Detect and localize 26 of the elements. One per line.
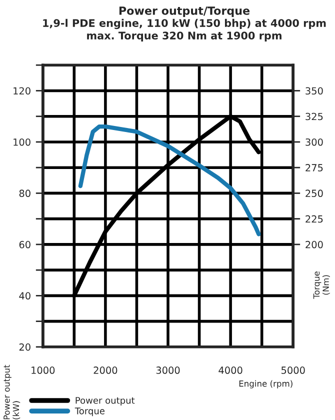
y-tick-label: 20 — [19, 343, 30, 351]
y-axis-title: Power output (kW) — [4, 364, 20, 420]
y2-tick-label: 225 — [306, 215, 323, 223]
legend-label: Torque — [74, 408, 104, 416]
y-tick-label: 100 — [14, 138, 30, 146]
legend-label: Power output — [76, 397, 135, 406]
y2-tick-label: 325 — [306, 112, 323, 120]
y-tick-label: 120 — [14, 87, 30, 95]
y-tick-label: 40 — [19, 292, 30, 300]
y-tick-label: 80 — [19, 190, 30, 198]
x-tick-label: 4000 — [218, 366, 242, 374]
x-tick-label: 1000 — [32, 366, 55, 374]
y2-axis-title: Torque (Nm) — [313, 271, 330, 299]
y-tick-label: 60 — [19, 240, 30, 248]
y2-tick-label: 275 — [306, 164, 323, 172]
chart-subtitle: 1,9-l PDE engine, 110 kW (150 bhp) at 4000 rpm max. Torque 320 Nm at 1900 rpm — [43, 18, 326, 42]
y2-tick-label: 250 — [306, 190, 323, 198]
x-axis-title: Engine (rpm) — [239, 380, 292, 388]
x-tick-label: 3000 — [156, 366, 180, 374]
chart-title: Power output/Torque — [119, 6, 250, 18]
y2-tick-label: 200 — [306, 240, 323, 248]
x-tick-label: 5000 — [282, 366, 305, 374]
line-series — [78, 124, 261, 236]
x-tick-label: 2000 — [94, 366, 118, 374]
y2-tick-label: 300 — [306, 138, 323, 146]
y2-tick-label: 350 — [306, 87, 323, 95]
